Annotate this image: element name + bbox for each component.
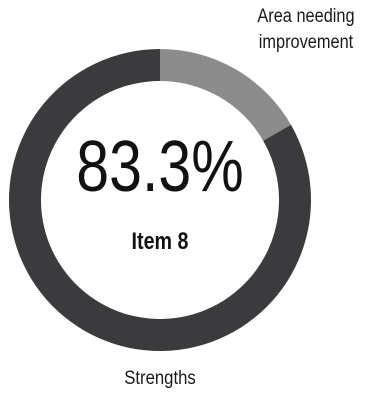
slice-label-area-needing-improvement: Area needing improvement [248, 4, 365, 56]
center-percentage: 83.3% [76, 127, 244, 207]
slice-label-line-1: Area needing [257, 6, 355, 27]
slice-label-strengths: Strengths [124, 368, 196, 389]
donut-slices [8, 49, 311, 351]
slice-label-line-2: improvement [258, 32, 354, 53]
slice-area-needing-improvement [160, 49, 291, 141]
center-item-label: Item 8 [131, 228, 189, 255]
